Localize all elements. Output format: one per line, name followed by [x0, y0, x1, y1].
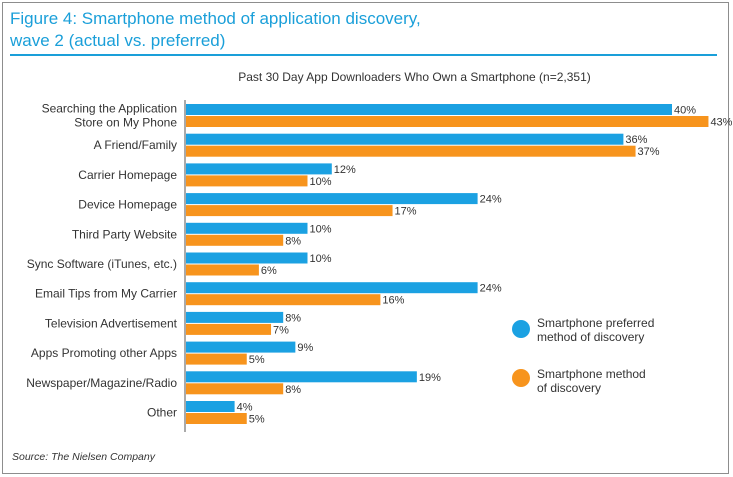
legend-label: of discovery	[537, 381, 601, 395]
data-label: 8%	[285, 312, 301, 324]
figure-title-line2: wave 2 (actual vs. preferred)	[10, 31, 226, 50]
data-label: 19%	[419, 372, 441, 384]
bar-actual	[186, 294, 381, 306]
category-label: Newspaper/Magazine/Radio	[26, 376, 177, 390]
bar-preferred	[186, 163, 332, 175]
bar-preferred	[186, 133, 624, 145]
data-label: 9%	[297, 342, 313, 354]
legend-marker-actual	[512, 369, 530, 387]
bar-preferred	[186, 311, 284, 323]
category-label: Store on My Phone	[74, 116, 177, 130]
bar-actual	[186, 353, 247, 365]
bar-preferred	[186, 401, 235, 412]
category-label: Third Party Website	[72, 227, 177, 241]
bar-actual	[186, 205, 393, 217]
category-label: A Friend/Family	[94, 138, 177, 152]
bar-actual	[186, 145, 636, 157]
bar-actual	[186, 383, 284, 395]
bar-actual	[186, 264, 259, 276]
legend-label: Smartphone preferred	[537, 316, 654, 330]
data-label: 8%	[285, 235, 301, 247]
data-label: 37%	[638, 146, 660, 158]
legend-label: method of discovery	[537, 330, 644, 344]
bar-actual	[186, 116, 709, 127]
data-label: 5%	[249, 414, 265, 426]
bar-actual	[186, 323, 272, 335]
data-label: 4%	[237, 402, 253, 414]
data-label: 24%	[480, 194, 502, 206]
bar-preferred	[186, 341, 296, 353]
bar-actual	[186, 234, 284, 246]
category-label: Searching the Application	[42, 102, 177, 116]
bar-preferred	[186, 282, 478, 294]
category-label: Carrier Homepage	[78, 168, 177, 182]
bar-actual	[186, 175, 308, 187]
data-label: 6%	[261, 265, 277, 277]
data-label: 24%	[480, 283, 502, 295]
data-label: 5%	[249, 354, 265, 366]
bar-preferred	[186, 252, 308, 264]
bar-actual	[186, 413, 247, 424]
category-label: Television Advertisement	[45, 316, 178, 330]
data-label: 10%	[310, 176, 332, 188]
chart-title: Past 30 Day App Downloaders Who Own a Sm…	[238, 70, 591, 84]
legend-label: Smartphone method	[537, 367, 646, 381]
figure-title-line1: Figure 4: Smartphone method of applicati…	[10, 9, 421, 28]
data-label: 12%	[334, 164, 356, 176]
category-label: Sync Software (iTunes, etc.)	[27, 257, 177, 271]
title-divider	[10, 54, 717, 56]
data-label: 10%	[310, 253, 332, 265]
category-label: Apps Promoting other Apps	[31, 346, 177, 360]
category-label: Other	[147, 406, 177, 420]
data-label: 10%	[310, 223, 332, 235]
bar-preferred	[186, 222, 308, 234]
data-label: 16%	[382, 295, 404, 307]
data-label: 40%	[674, 105, 696, 117]
data-label: 36%	[625, 134, 647, 146]
bar-preferred	[186, 371, 417, 383]
data-label: 43%	[710, 117, 732, 129]
data-label: 17%	[395, 206, 417, 218]
data-label: 7%	[273, 324, 289, 336]
source-note: Source: The Nielsen Company	[12, 451, 155, 463]
data-label: 8%	[285, 384, 301, 396]
category-label: Device Homepage	[78, 198, 177, 212]
category-label: Email Tips from My Carrier	[35, 287, 177, 301]
legend-marker-preferred	[512, 320, 530, 338]
bar-preferred	[186, 104, 672, 115]
figure-title: Figure 4: Smartphone method of applicati…	[10, 8, 421, 52]
bar-preferred	[186, 193, 478, 205]
